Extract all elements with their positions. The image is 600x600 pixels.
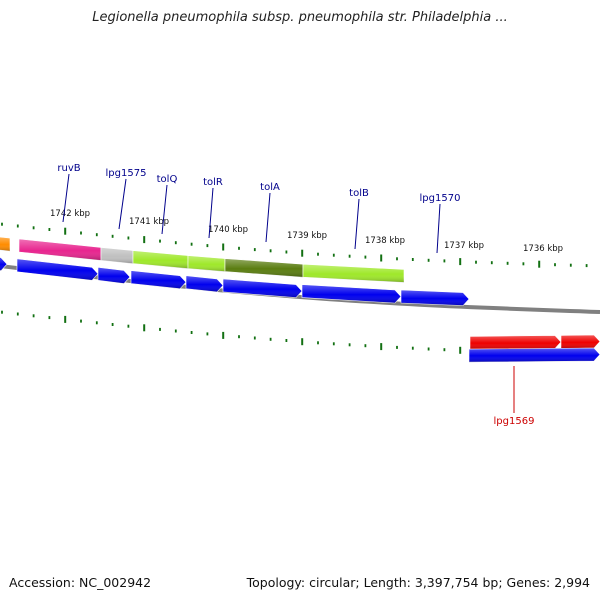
gene-leader-line — [118, 178, 127, 230]
gene-feature-cds[interactable] — [185, 275, 224, 293]
accession-label: Accession: NC_002942 — [9, 575, 152, 590]
gene-label-lpg1569[interactable]: lpg1569 — [494, 416, 535, 427]
gene-feature-cds[interactable] — [16, 258, 99, 281]
gene-feature-outer[interactable] — [18, 238, 102, 261]
kbp-label: 1741 kbp — [129, 217, 169, 227]
gene-label-tolq[interactable]: tolQ — [157, 174, 178, 185]
genome-title: Legionella pneumophila subsp. pneumophil… — [92, 10, 508, 25]
gene-leader-line — [354, 198, 360, 250]
gene-label-tolr[interactable]: tolR — [203, 177, 223, 188]
gene-feature-cds[interactable] — [400, 289, 470, 306]
gene-feature-outer[interactable] — [132, 250, 189, 269]
gene-feature-lower[interactable] — [560, 334, 600, 349]
gene-feature-outer[interactable] — [224, 258, 304, 278]
gene-feature-cds[interactable] — [222, 278, 303, 298]
gene-leader-line — [208, 187, 214, 239]
topology-summary: Topology: circular; Length: 3,397,754 bp… — [246, 575, 590, 590]
feature-tracks — [0, 236, 600, 363]
gene-leader-line — [161, 184, 168, 235]
kbp-label: 1737 kbp — [444, 241, 484, 251]
kbp-label: 1740 kbp — [208, 225, 248, 235]
gene-leader-line — [62, 173, 70, 223]
gene-label-tola[interactable]: tolA — [260, 182, 280, 193]
gene-label-lpg1575[interactable]: lpg1575 — [106, 168, 147, 179]
gene-feature-lower[interactable] — [469, 335, 562, 350]
gene-label-tolb[interactable]: tolB — [349, 188, 369, 199]
gene-label-ruvb[interactable]: ruvB — [57, 163, 80, 174]
gene-feature-outer[interactable] — [100, 247, 134, 264]
gene-feature-outer[interactable] — [187, 255, 226, 272]
kbp-labels: 1742 kbp 1741 kbp 1740 kbp 1739 kbp 1738 kbp… — [50, 209, 563, 254]
gene-feature-outer[interactable] — [0, 236, 11, 252]
kbp-label: 1738 kbp — [365, 236, 405, 246]
gene-feature-outer[interactable] — [302, 263, 405, 283]
gene-feature-lower[interactable] — [468, 347, 600, 363]
kbp-label: 1742 kbp — [50, 209, 90, 219]
kbp-label: 1736 kbp — [523, 244, 563, 254]
gene-leader-line — [436, 203, 441, 254]
gene-labels: ruvB lpg1575 tolQ tolR tolA tolB lpg1570 lpg156… — [57, 163, 534, 427]
gene-leader-line — [265, 192, 271, 243]
gene-label-lpg1570[interactable]: lpg1570 — [420, 193, 461, 204]
gene-feature-cds[interactable] — [97, 266, 131, 284]
gene-feature-cds[interactable] — [130, 270, 187, 290]
kbp-label: 1739 kbp — [287, 231, 327, 241]
tick-marks — [1, 222, 588, 357]
